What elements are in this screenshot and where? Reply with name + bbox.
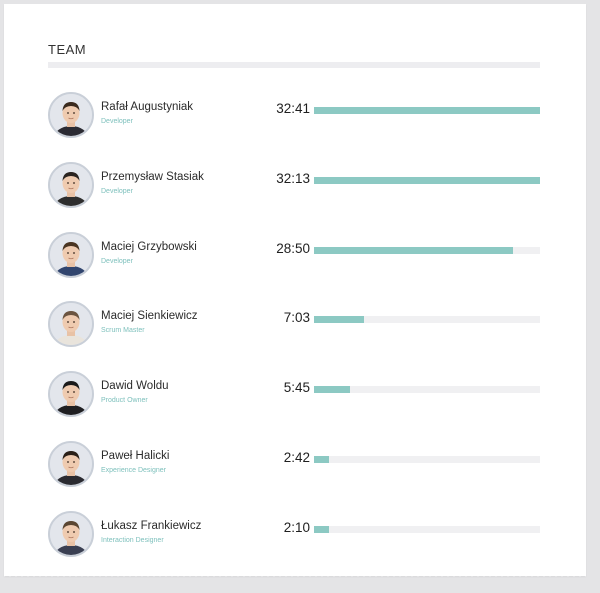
time-bar-fill	[314, 525, 329, 533]
member-name[interactable]: Przemysław Stasiak	[101, 170, 204, 183]
time-bar	[314, 525, 540, 533]
time-bar	[314, 455, 540, 463]
member-role: Interaction Designer	[101, 536, 164, 544]
time-bar-fill	[314, 176, 540, 184]
member-row: Łukasz Frankiewicz Interaction Designer …	[4, 504, 586, 574]
member-row: Przemysław Stasiak Developer 32:13	[4, 155, 586, 225]
member-name[interactable]: Maciej Grzybowski	[101, 240, 197, 253]
avatar-photo-icon[interactable]	[48, 440, 94, 487]
torn-paper-edge	[4, 573, 586, 579]
member-time: 2:10	[283, 519, 310, 535]
member-row: Dawid Woldu Product Owner 5:45	[4, 364, 586, 434]
member-time: 5:45	[283, 380, 310, 396]
title-divider	[48, 62, 540, 68]
avatar-photo-icon[interactable]	[48, 510, 94, 557]
time-bar-fill	[314, 386, 351, 394]
member-row: Maciej Sienkiewicz Scrum Master 7:03	[4, 294, 586, 364]
avatar-photo-icon[interactable]	[48, 371, 94, 418]
time-bar	[314, 246, 540, 254]
time-bar	[314, 107, 540, 114]
time-bar-fill	[314, 107, 540, 114]
member-role: Scrum Master	[101, 327, 145, 335]
avatar-photo-icon[interactable]	[48, 92, 94, 138]
member-time: 32:13	[276, 170, 310, 186]
member-name[interactable]: Dawid Woldu	[101, 380, 169, 393]
member-time: 2:42	[283, 449, 310, 465]
time-bar	[314, 316, 540, 324]
member-role: Developer	[101, 187, 133, 195]
member-role: Experience Designer	[101, 466, 166, 474]
team-card: TEAM Rafał Augustyniak Developer 32:41 P…	[4, 4, 586, 576]
member-row: Paweł Halicki Experience Designer 2:42	[4, 434, 586, 504]
member-row: Rafał Augustyniak Developer 32:41	[4, 85, 586, 155]
time-bar	[314, 176, 540, 184]
member-time: 28:50	[276, 240, 310, 256]
avatar-photo-icon[interactable]	[48, 231, 94, 278]
member-time: 32:41	[276, 101, 310, 116]
time-bar	[314, 386, 540, 394]
time-bar-fill	[314, 316, 364, 324]
avatar-photo-icon[interactable]	[48, 301, 94, 348]
section-title: TEAM	[48, 42, 87, 57]
time-bar-fill	[314, 455, 329, 463]
member-row: Maciej Grzybowski Developer 28:50	[4, 225, 586, 295]
member-name[interactable]: Maciej Sienkiewicz	[101, 310, 198, 323]
member-name[interactable]: Paweł Halicki	[101, 449, 170, 462]
member-role: Developer	[101, 257, 133, 265]
avatar-photo-icon[interactable]	[48, 161, 94, 208]
member-name[interactable]: Łukasz Frankiewicz	[101, 519, 202, 532]
member-name[interactable]: Rafał Augustyniak	[101, 101, 194, 113]
member-role: Developer	[101, 118, 133, 125]
member-list: Rafał Augustyniak Developer 32:41 Przemy…	[4, 85, 586, 574]
member-time: 7:03	[283, 310, 310, 326]
member-role: Product Owner	[101, 397, 148, 405]
time-bar-fill	[314, 246, 513, 254]
